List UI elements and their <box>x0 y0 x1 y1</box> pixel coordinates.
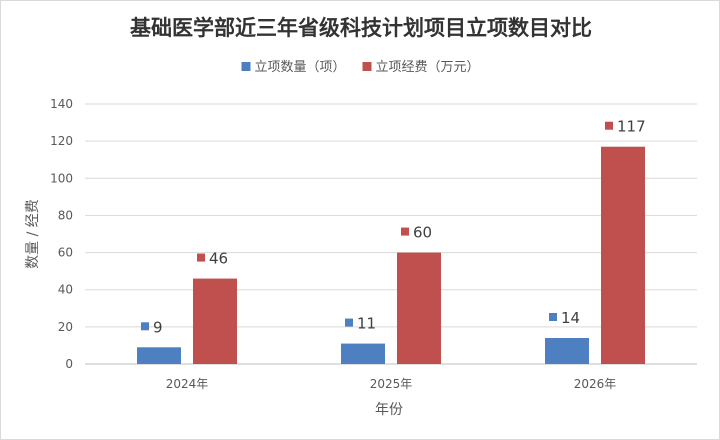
data-label: 60 <box>413 224 432 242</box>
bar <box>193 278 237 364</box>
data-label: 9 <box>153 318 163 336</box>
chart-title: 基础医学部近三年省级科技计划项目立项数目对比 <box>130 16 592 40</box>
x-tick-labels: 2024年 2025年 2026年 <box>166 377 617 391</box>
data-label: 14 <box>561 309 580 327</box>
data-label-marker <box>605 121 613 130</box>
y-tick-label: 140 <box>50 97 73 111</box>
data-label-marker <box>401 227 409 236</box>
bar <box>137 347 181 364</box>
data-label-marker <box>141 322 149 331</box>
gridlines <box>85 103 697 328</box>
x-axis-title: 年份 <box>375 402 403 418</box>
data-labels: 9 46 11 60 14 117 <box>141 118 646 336</box>
y-tick-label: 100 <box>50 171 73 185</box>
x-tick-label: 2024年 <box>166 377 209 391</box>
legend-label: 立项数量（项） <box>255 60 346 75</box>
legend: 立项数量（项） 立项经费（万元） <box>241 60 480 75</box>
data-label-marker <box>345 318 353 327</box>
y-tick-label: 120 <box>50 134 73 148</box>
bar <box>397 252 441 364</box>
legend-swatch <box>241 62 251 71</box>
y-tick-label: 20 <box>58 320 73 334</box>
x-tick-label: 2026年 <box>574 377 617 391</box>
y-tick-label: 60 <box>58 246 73 260</box>
bars <box>137 146 645 364</box>
data-label: 11 <box>357 315 376 333</box>
bar <box>341 343 385 364</box>
y-axis-title: 数量 / 经费 <box>25 199 41 269</box>
y-tick-label: 40 <box>58 283 73 297</box>
bar <box>545 338 589 364</box>
legend-swatch <box>362 62 372 71</box>
data-label-marker <box>197 253 205 262</box>
y-tick-label: 80 <box>58 208 73 222</box>
y-tick-label: 0 <box>65 357 73 371</box>
x-tick-label: 2025年 <box>370 377 413 391</box>
legend-label: 立项经费（万元） <box>376 60 480 75</box>
data-label-marker <box>549 313 557 321</box>
y-tick-labels: 0 20 40 60 80 100 120 140 <box>50 97 73 371</box>
data-label: 46 <box>209 250 228 268</box>
bar <box>601 146 645 364</box>
data-label: 117 <box>617 118 646 136</box>
